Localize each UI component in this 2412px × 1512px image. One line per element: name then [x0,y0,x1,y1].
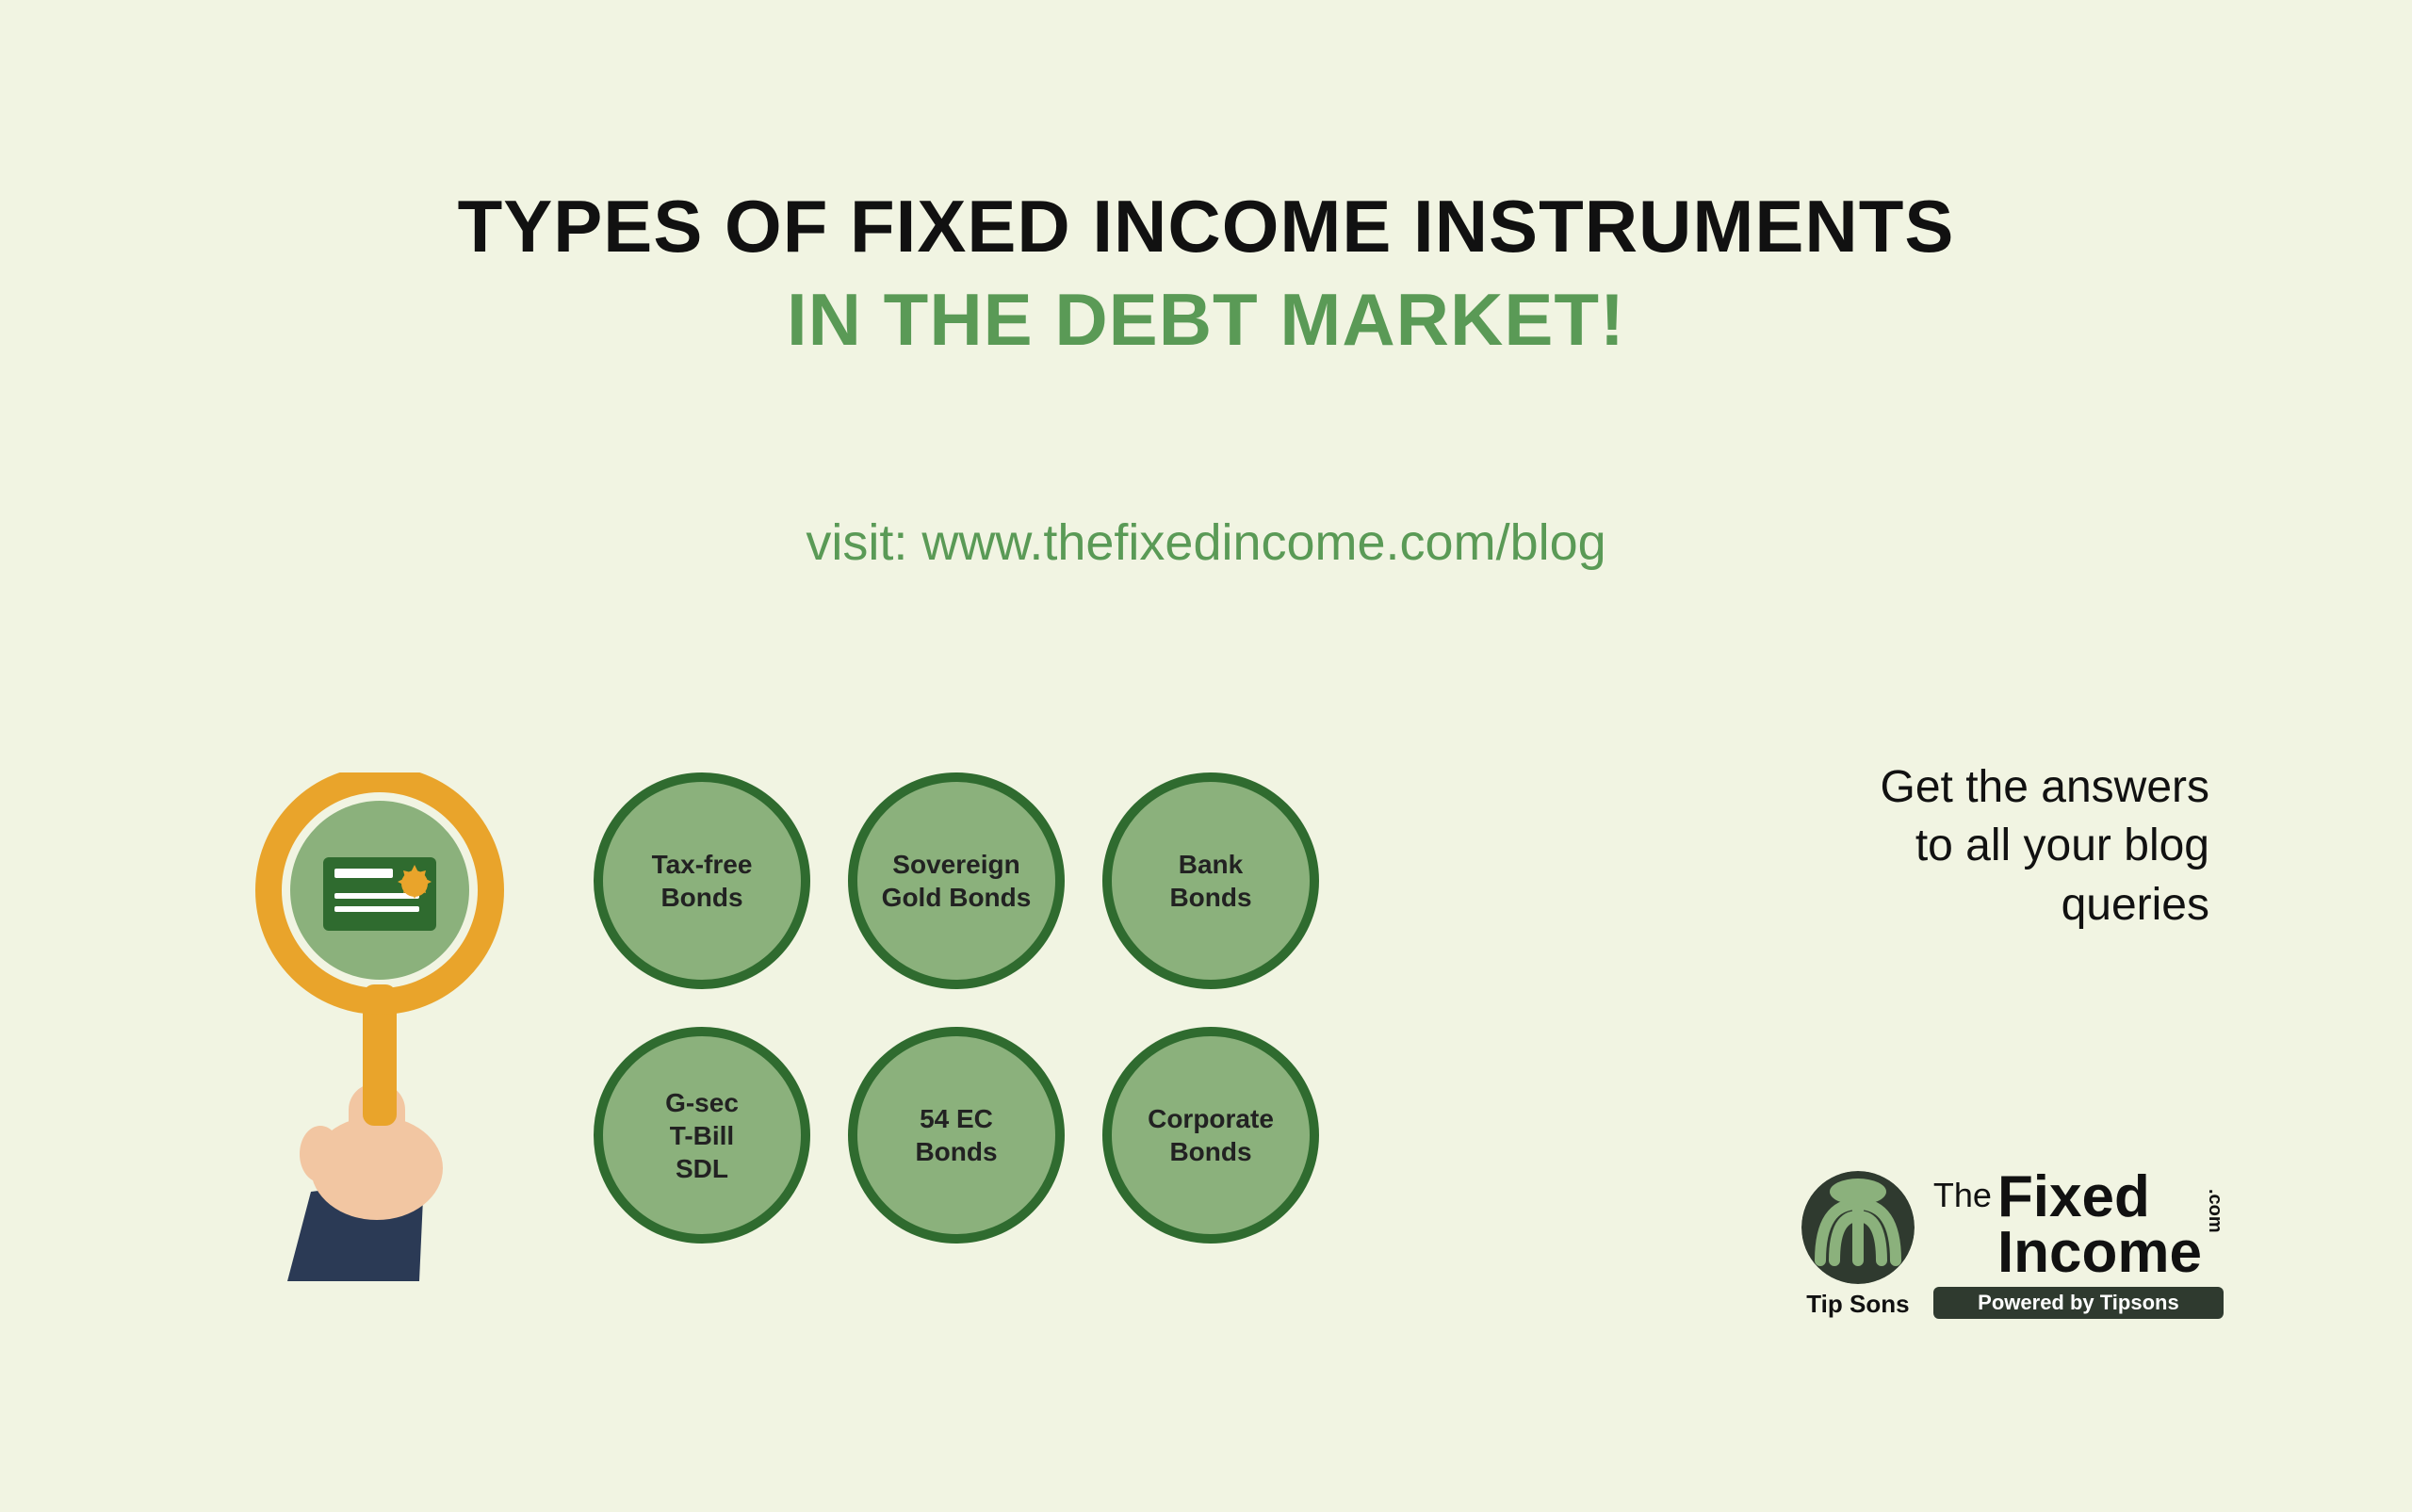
magnifier-icon [231,772,551,1281]
title-block: TYPES OF FIXED INCOME INSTRUMENTS IN THE… [0,184,2412,363]
instrument-circle: Corporate Bonds [1102,1027,1319,1244]
tipsons-label: Tip Sons [1806,1290,1909,1319]
logo-wordmark: The Fixed Income .com [1933,1170,2224,1281]
instrument-circle: Tax-free Bonds [594,772,810,989]
instrument-circle: Sovereign Gold Bonds [848,772,1065,989]
magnifier-illustration [231,772,551,1286]
logo-icon-group: Tip Sons [1801,1171,1915,1319]
infographic-canvas: TYPES OF FIXED INCOME INSTRUMENTS IN THE… [0,0,2412,1512]
logo-com: .com [2206,1170,2224,1233]
instrument-circle: 54 EC Bonds [848,1027,1065,1244]
visit-url: visit: www.thefixedincome.com/blog [0,513,2412,572]
title-line-1: TYPES OF FIXED INCOME INSTRUMENTS [0,184,2412,269]
logo-mark-icon [1801,1171,1915,1284]
title-line-2: IN THE DEBT MARKET! [0,277,2412,363]
logo-the: The [1933,1170,1992,1211]
logo-text-group: The Fixed Income .com Powered by Tipsons [1933,1170,2224,1319]
cta-text: Get the answers to all your blog queries [1881,758,2210,935]
instrument-circles-grid: Tax-free BondsSovereign Gold BondsBank B… [594,772,1319,1244]
logo-powered-by: Powered by Tipsons [1933,1287,2224,1319]
logo-icon [1801,1171,1915,1284]
logo-income: Income [1997,1226,2202,1281]
brand-logo-block: Tip Sons The Fixed Income .com Powered b… [1801,1170,2224,1319]
instrument-circle: Bank Bonds [1102,772,1319,989]
instrument-circle: G-sec T-Bill SDL [594,1027,810,1244]
logo-fixed: Fixed [1997,1170,2202,1226]
